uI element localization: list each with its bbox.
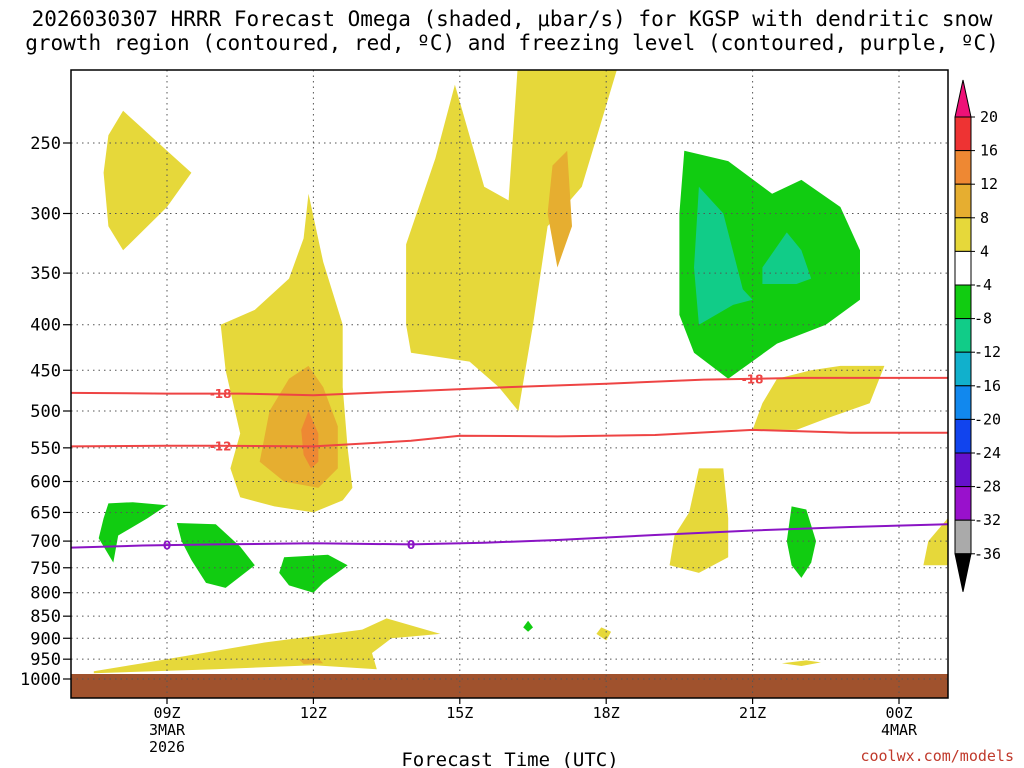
dendritic-minus12-line xyxy=(71,428,948,448)
ascent-upper-left xyxy=(103,110,192,251)
x-tick-label-18Z: 18Z xyxy=(593,704,620,722)
colorbar-label-12: -32 xyxy=(974,511,1001,529)
x-tick-label-09Z: 09Z xyxy=(153,704,180,722)
colorbar-segment-6 xyxy=(954,284,972,320)
ascent-right-upper xyxy=(752,365,885,430)
colorbar-label-10: -24 xyxy=(974,444,1001,462)
x-tick-label-21Z: 21Z xyxy=(739,704,766,722)
ascent-small-22z xyxy=(781,660,821,666)
colorbar-label-2: 12 xyxy=(980,175,998,193)
dendritic-minus18-label-1: -18 xyxy=(742,372,764,386)
y-tick-label-950: 950 xyxy=(30,650,61,670)
omega-shaded-regions xyxy=(93,70,948,674)
descent-near-22z xyxy=(786,506,816,578)
y-tick-label-750: 750 xyxy=(30,559,61,579)
colorbar-segment-4 xyxy=(954,217,972,252)
colorbar: 20 16 12 8 4 -4 -8 -12 -16 -20 -24 -28 -32 -36 xyxy=(954,79,1001,592)
ascent-mid-column xyxy=(406,70,617,411)
contour-lines: -18 -18 -12 0 0 xyxy=(71,372,948,553)
freezing-level-0-line xyxy=(71,523,948,549)
colorbar-segment-8 xyxy=(954,351,972,387)
colorbar-segment-3 xyxy=(954,183,972,219)
colorbar-label-4: 4 xyxy=(980,242,989,260)
colorbar-segment-11 xyxy=(954,452,972,488)
ascent-orange-low xyxy=(298,658,324,664)
colorbar-segment-1 xyxy=(954,116,972,152)
freezing-level-0-label-1: 0 xyxy=(407,538,415,552)
colorbar-segment-10 xyxy=(954,418,972,454)
descent-small-16z xyxy=(523,620,533,632)
colorbar-label-11: -28 xyxy=(974,478,1001,496)
descent-left-1 xyxy=(98,502,167,563)
y-tick-label-350: 350 xyxy=(30,264,61,284)
x-tick-sublabel-00Z: 4MAR xyxy=(881,721,918,739)
y-tick-label-250: 250 xyxy=(30,134,61,154)
x-tick-label-12Z: 12Z xyxy=(300,704,327,722)
colorbar-label-7: -12 xyxy=(974,343,1001,361)
colorbar-label-13: -36 xyxy=(974,545,1001,563)
x-tick-year-09Z: 2026 xyxy=(149,738,185,756)
ascent-orange-upper xyxy=(547,150,572,268)
y-tick-label-550: 550 xyxy=(30,439,61,459)
colorbar-segment-9 xyxy=(954,385,972,420)
y-tick-label-300: 300 xyxy=(30,204,61,224)
colorbar-label-6: -8 xyxy=(974,310,992,328)
descent-teal-2 xyxy=(762,232,812,284)
ascent-right-lower xyxy=(669,468,729,573)
colorbar-label-9: -20 xyxy=(974,410,1001,428)
colorbar-label-0: 20 xyxy=(980,108,998,126)
colorbar-label-8: -16 xyxy=(974,377,1001,395)
dendritic-minus18-line xyxy=(71,376,948,397)
y-axis: 2503003504004505005506006507007508008509… xyxy=(20,134,71,690)
y-tick-label-500: 500 xyxy=(30,402,61,422)
y-tick-label-400: 400 xyxy=(30,316,61,336)
y-tick-label-700: 700 xyxy=(30,532,61,552)
ascent-small-18z xyxy=(596,627,612,641)
descent-near-12z xyxy=(279,554,348,593)
dendritic-minus12-label-0: -12 xyxy=(210,439,232,453)
chart-title-line-2: growth region (contoured, red, ºC) and f… xyxy=(25,31,999,55)
y-tick-label-1000: 1000 xyxy=(20,670,61,690)
colorbar-segment-5 xyxy=(954,250,972,286)
colorbar-top-arrow xyxy=(954,79,972,118)
y-tick-label-800: 800 xyxy=(30,584,61,604)
freezing-level-0-label-0: 0 xyxy=(163,539,171,553)
colorbar-segment-2 xyxy=(954,150,972,185)
ascent-low-level xyxy=(93,618,441,674)
ground-surface xyxy=(71,674,948,698)
ascent-core xyxy=(301,411,319,469)
y-tick-label-600: 600 xyxy=(30,472,61,492)
x-tick-label-15Z: 15Z xyxy=(446,704,473,722)
x-tick-sublabel-09Z: 3MAR xyxy=(149,721,186,739)
plot-frame xyxy=(70,69,949,699)
colorbar-label-3: 8 xyxy=(980,209,989,227)
x-tick-label-00Z: 00Z xyxy=(885,704,912,722)
colorbar-label-5: -4 xyxy=(974,276,992,294)
colorbar-bottom-arrow xyxy=(954,553,972,592)
y-tick-label-450: 450 xyxy=(30,361,61,381)
ascent-far-right-edge xyxy=(923,518,948,566)
y-tick-label-900: 900 xyxy=(30,629,61,649)
credit-link[interactable]: coolwx.com/models xyxy=(860,747,1014,765)
descent-left-2 xyxy=(176,523,255,588)
y-tick-label-850: 850 xyxy=(30,607,61,627)
dendritic-minus18-label-0: -18 xyxy=(210,387,232,401)
colorbar-segment-7 xyxy=(954,318,972,353)
x-axis-title: Forecast Time (UTC) xyxy=(401,749,618,768)
colorbar-segment-12 xyxy=(954,486,972,521)
y-tick-label-650: 650 xyxy=(30,503,61,523)
chart-title-line-1: 2026030307 HRRR Forecast Omega (shaded, … xyxy=(31,7,993,31)
descent-teal-1 xyxy=(694,186,753,325)
gridlines xyxy=(71,70,948,698)
colorbar-label-1: 16 xyxy=(980,142,998,160)
colorbar-segment-13 xyxy=(954,519,972,555)
